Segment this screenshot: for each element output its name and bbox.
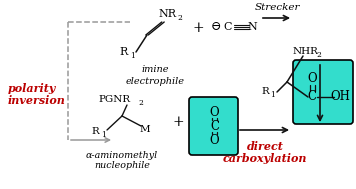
Text: R: R — [120, 47, 128, 57]
Text: PGNR: PGNR — [99, 95, 131, 105]
Text: C: C — [308, 91, 316, 104]
Text: +: + — [192, 21, 204, 35]
Text: N: N — [247, 22, 257, 32]
Text: M: M — [140, 125, 150, 135]
Text: α-aminomethyl: α-aminomethyl — [86, 150, 158, 160]
Text: C: C — [224, 22, 232, 32]
Text: polarity: polarity — [8, 83, 56, 94]
Text: 2: 2 — [316, 51, 321, 59]
Text: ⊖: ⊖ — [211, 19, 221, 33]
Text: imine: imine — [141, 66, 169, 74]
Text: 2: 2 — [178, 14, 182, 22]
Text: direct: direct — [247, 142, 283, 153]
Text: R: R — [261, 88, 269, 97]
Text: O: O — [307, 73, 317, 85]
Text: inversion: inversion — [8, 94, 66, 105]
Text: 2: 2 — [138, 99, 143, 107]
Text: NHR: NHR — [292, 47, 318, 57]
Text: 1: 1 — [131, 52, 135, 60]
Text: C: C — [210, 119, 219, 132]
Text: 1: 1 — [101, 131, 106, 139]
Text: nucleophile: nucleophile — [94, 161, 150, 170]
Text: NR: NR — [158, 9, 176, 19]
FancyBboxPatch shape — [293, 60, 353, 124]
Text: Strecker: Strecker — [254, 4, 300, 12]
Text: O: O — [210, 105, 219, 119]
Text: +: + — [172, 115, 184, 129]
Text: electrophile: electrophile — [126, 77, 184, 85]
FancyBboxPatch shape — [189, 97, 238, 155]
Text: 1: 1 — [271, 91, 276, 99]
Text: R: R — [91, 128, 99, 136]
Text: O: O — [210, 133, 219, 146]
Text: OH: OH — [330, 91, 350, 104]
Text: carboxylation: carboxylation — [223, 153, 307, 163]
